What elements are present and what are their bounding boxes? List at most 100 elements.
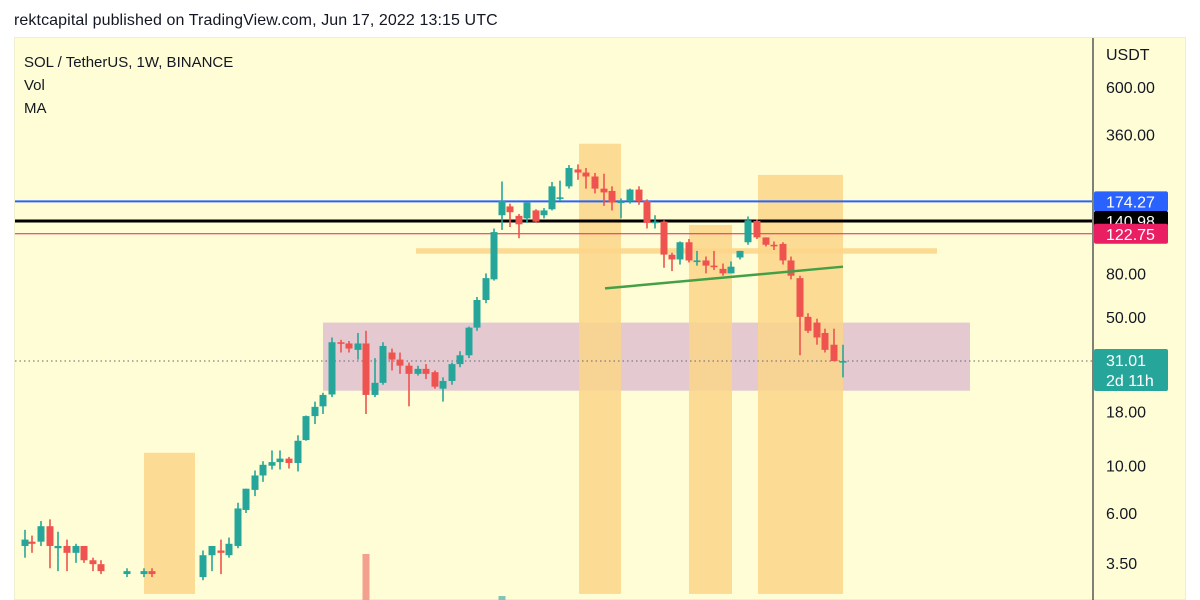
candle xyxy=(540,208,548,219)
highlight-zone[interactable] xyxy=(758,174,843,594)
candle xyxy=(72,543,80,563)
candle-body xyxy=(591,176,599,189)
candle-body xyxy=(702,260,710,266)
candle-body xyxy=(744,220,752,243)
candle xyxy=(727,261,735,274)
candle-body xyxy=(89,560,97,565)
highlight-zone[interactable] xyxy=(689,224,732,594)
candle-body xyxy=(439,380,447,389)
candle-body xyxy=(217,550,225,553)
candle xyxy=(97,560,105,575)
candle xyxy=(46,519,54,569)
candle xyxy=(21,529,29,558)
candle-body xyxy=(796,278,804,317)
candle xyxy=(448,362,456,385)
candle xyxy=(548,181,556,211)
candle xyxy=(668,252,676,272)
candle-body xyxy=(693,260,701,263)
candle xyxy=(582,167,590,189)
candle-body xyxy=(753,220,761,238)
candle-body xyxy=(388,352,396,360)
candle-body xyxy=(414,368,422,374)
candle xyxy=(506,203,514,228)
candle xyxy=(388,348,396,371)
candle xyxy=(830,328,838,362)
candle xyxy=(362,330,370,414)
price-badge-label: 174.27 xyxy=(1106,194,1155,211)
candle xyxy=(422,364,430,380)
candle-body xyxy=(635,189,643,201)
price-tick-label: 3.50 xyxy=(1106,556,1137,573)
zones-layer xyxy=(144,143,970,594)
candle xyxy=(702,256,710,274)
candle xyxy=(600,173,608,206)
candle xyxy=(565,165,573,189)
candle xyxy=(225,537,233,558)
indicator-vol[interactable]: Vol xyxy=(24,77,45,94)
candle xyxy=(28,535,36,553)
candle-body xyxy=(685,242,693,261)
candle-body xyxy=(354,343,362,350)
indicator-ma[interactable]: MA xyxy=(24,100,47,117)
candle-body xyxy=(371,382,379,395)
candle-body xyxy=(608,190,616,203)
candle-body xyxy=(37,526,45,542)
candle-body xyxy=(676,242,684,260)
candle-body xyxy=(813,322,821,338)
candle xyxy=(762,237,770,247)
candle-body xyxy=(821,332,829,350)
candle-body xyxy=(225,543,233,556)
candle xyxy=(635,186,643,205)
candle-body xyxy=(532,210,540,222)
range-zone[interactable] xyxy=(323,322,970,391)
price-axis-ticks[interactable]: 600.00 360.00 80.00 50.00 18.00 10.00 6.00 3.50 xyxy=(1106,80,1155,573)
price-tick-label: 10.00 xyxy=(1106,459,1146,476)
candle-body xyxy=(276,458,284,463)
price-tick-label: 360.00 xyxy=(1106,127,1155,144)
candle-body xyxy=(302,416,310,441)
candle xyxy=(80,545,88,563)
candle-body xyxy=(456,355,464,365)
candle xyxy=(328,337,336,398)
candle-body xyxy=(482,278,490,300)
candle-body xyxy=(199,555,207,578)
candle xyxy=(779,242,787,265)
price-tick-label: 6.00 xyxy=(1106,506,1137,523)
price-axis-currency: USDT xyxy=(1106,47,1150,64)
candle-body xyxy=(804,316,812,331)
candle-body xyxy=(490,232,498,280)
candle xyxy=(242,488,250,513)
candle xyxy=(515,214,523,239)
price-tick-label: 80.00 xyxy=(1106,266,1146,283)
candle xyxy=(199,550,207,581)
candle-body xyxy=(28,541,36,544)
symbol-title[interactable]: SOL / TetherUS, 1W, BINANCE xyxy=(24,54,234,71)
candle xyxy=(473,296,481,331)
candle xyxy=(217,539,225,575)
candle-body xyxy=(123,571,131,575)
candle-body xyxy=(626,189,634,201)
candle-body xyxy=(337,342,345,344)
candle xyxy=(813,318,821,345)
candle xyxy=(371,358,379,398)
candle xyxy=(302,415,310,441)
highlight-zone[interactable] xyxy=(579,143,621,594)
candle-body xyxy=(473,299,481,328)
candle-body xyxy=(140,571,148,575)
candle-body xyxy=(779,243,787,261)
candle-body xyxy=(839,361,847,363)
candle-body xyxy=(498,200,506,216)
candle-body xyxy=(268,462,276,466)
candle xyxy=(532,209,540,223)
candle xyxy=(710,250,718,270)
candle xyxy=(140,568,148,578)
candle-body xyxy=(540,210,548,216)
candle xyxy=(396,352,404,374)
candle-body xyxy=(556,197,564,199)
candle-body xyxy=(311,406,319,417)
support-trendline[interactable] xyxy=(604,265,844,290)
chart-legend: SOL / TetherUS, 1W, BINANCE Vol MA xyxy=(24,51,233,120)
trendline-layer[interactable] xyxy=(604,265,844,290)
candle xyxy=(148,568,156,578)
